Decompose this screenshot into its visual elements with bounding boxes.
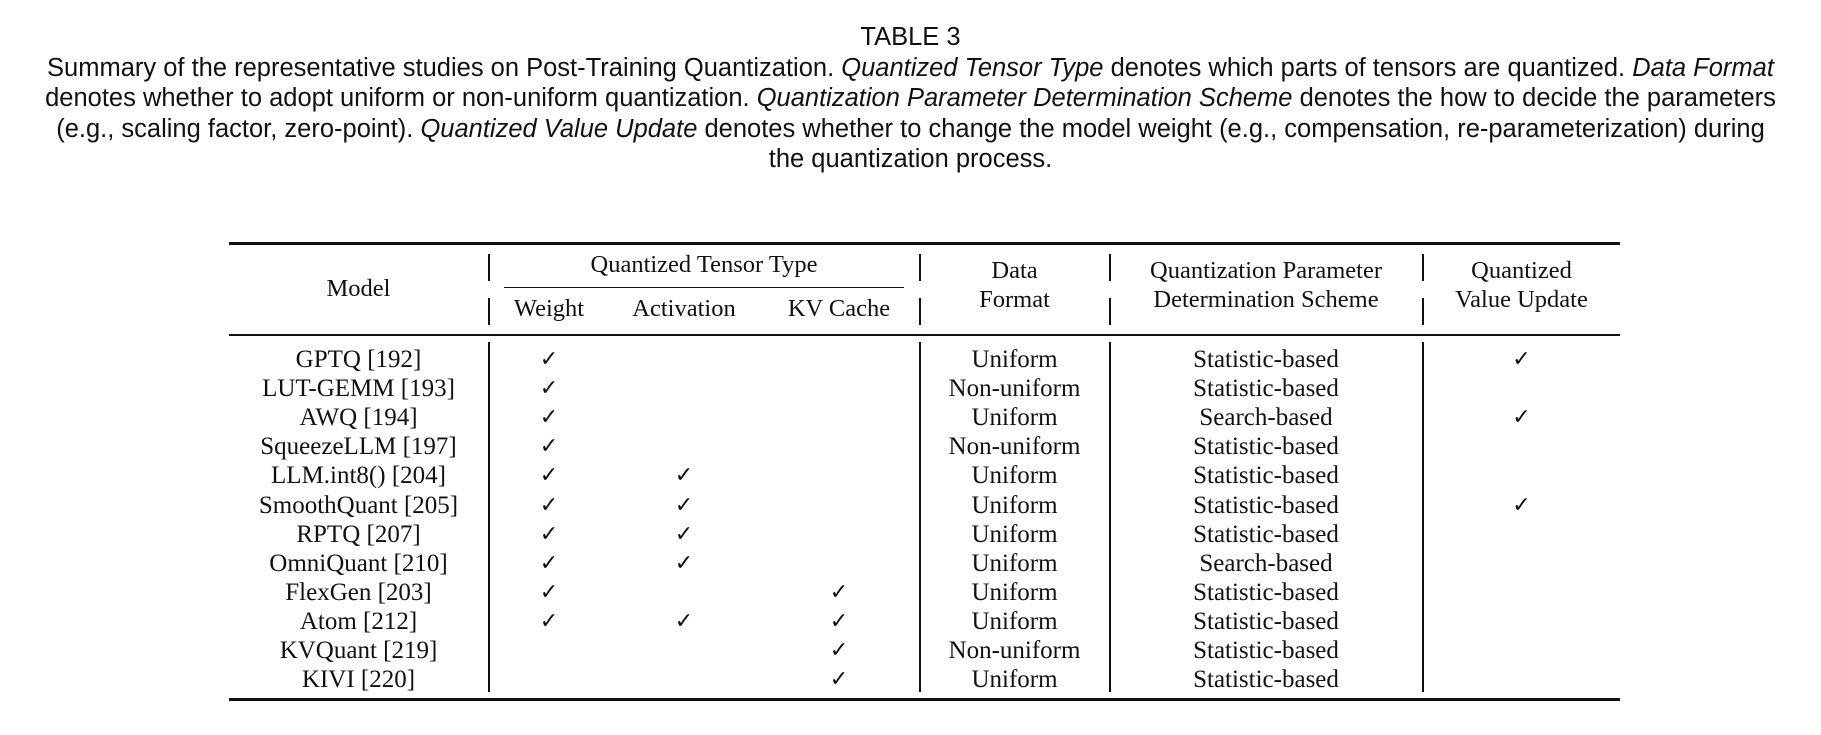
column-divider — [919, 342, 921, 692]
value-update-check-icon: ✓ — [1512, 405, 1531, 431]
data-format-cell: Uniform — [971, 346, 1058, 373]
kv-cache-check-icon: ✓ — [829, 638, 849, 663]
data-format-cell: Uniform — [971, 491, 1058, 519]
data-format-cell: Uniform — [971, 520, 1058, 548]
table-row: AWQ [194] ✓ Uniform Search-based ✓ — [229, 403, 1620, 432]
model-cell: LLM.int8() [204] — [271, 462, 446, 490]
activation-check-icon: ✓ — [674, 550, 694, 576]
model-cell: AWQ [194] — [299, 404, 418, 432]
header-tensor-type: Quantized Tensor Type — [590, 251, 818, 278]
header-divider — [919, 254, 921, 281]
header-divider — [488, 298, 490, 325]
weight-check-icon: ✓ — [539, 608, 559, 634]
header-divider — [1422, 254, 1424, 281]
table-row: LUT-GEMM [193] ✓ Non-uniform Statistic-base… — [229, 374, 1620, 403]
header-divider — [488, 254, 490, 281]
weight-check-icon: ✓ — [539, 521, 559, 547]
scheme-cell: Statistic-based — [1193, 491, 1339, 519]
scheme-cell: Statistic-based — [1193, 520, 1339, 548]
model-cell: GPTQ [192] — [295, 346, 422, 373]
scheme-cell: Statistic-based — [1193, 607, 1339, 635]
header-qpds: Quantization Parameter Determination Sch… — [1150, 257, 1382, 313]
activation-check-icon: ✓ — [674, 492, 694, 518]
value-update-check-icon: ✓ — [1512, 347, 1531, 372]
header-divider — [1109, 298, 1111, 325]
quantization-table: Model Quantized Tensor Type Weight Activ… — [229, 242, 1620, 702]
table-caption: TABLE 3 Summary of the representative st… — [40, 22, 1781, 175]
data-format-cell: Non-uniform — [948, 375, 1081, 403]
kv-cache-check-icon: ✓ — [829, 667, 849, 693]
table-row: KVQuant [219] ✓ Non-uniform Statistic-based — [229, 636, 1620, 665]
scheme-cell: Statistic-based — [1193, 578, 1339, 606]
table-label: TABLE 3 — [860, 23, 961, 51]
model-cell: KVQuant [219] — [279, 637, 438, 664]
scheme-cell: Statistic-based — [1193, 637, 1339, 664]
table-row: SmoothQuant [205] ✓ ✓ Uniform Statistic-base… — [229, 491, 1620, 520]
data-format-cell: Uniform — [971, 404, 1058, 432]
data-format-cell: Non-uniform — [948, 637, 1081, 664]
weight-check-icon: ✓ — [539, 550, 559, 576]
weight-check-icon: ✓ — [539, 463, 559, 489]
model-cell: Atom [212] — [299, 607, 418, 635]
column-divider — [1109, 342, 1111, 692]
weight-check-icon: ✓ — [539, 347, 559, 372]
data-format-cell: Uniform — [971, 666, 1058, 694]
header-activation: Activation — [632, 295, 736, 322]
model-cell: LUT-GEMM [193] — [262, 375, 455, 403]
column-divider — [1422, 342, 1424, 692]
data-format-cell: Non-uniform — [948, 433, 1081, 461]
scheme-cell: Statistic-based — [1193, 462, 1339, 490]
weight-check-icon: ✓ — [539, 492, 559, 518]
header-model: Model — [326, 275, 391, 302]
header-kv-cache: KV Cache — [787, 295, 891, 322]
scheme-cell: Statistic-based — [1193, 346, 1339, 373]
table-row: OmniQuant [210] ✓ ✓ Uniform Search-based — [229, 549, 1620, 578]
caption-text: Summary of the representative studies on… — [45, 53, 1776, 174]
activation-check-icon: ✓ — [674, 608, 694, 634]
model-cell: OmniQuant [210] — [269, 549, 448, 577]
table-row: RPTQ [207] ✓ ✓ Uniform Statistic-based — [229, 520, 1620, 549]
weight-check-icon: ✓ — [539, 579, 559, 605]
model-cell: RPTQ [207] — [296, 520, 421, 548]
table-row: FlexGen [203] ✓ ✓ Uniform Statistic-based — [229, 578, 1620, 607]
table-row: KIVI [220] ✓ Uniform Statistic-based — [229, 665, 1620, 694]
scheme-cell: Statistic-based — [1193, 666, 1339, 694]
data-format-cell: Uniform — [971, 549, 1058, 577]
weight-check-icon: ✓ — [539, 434, 559, 460]
scheme-cell: Statistic-based — [1193, 375, 1339, 403]
model-cell: SqueezeLLM [197] — [260, 433, 457, 461]
weight-check-icon: ✓ — [539, 405, 559, 431]
header-bottom-rule — [229, 334, 1620, 336]
model-cell: FlexGen [203] — [285, 578, 432, 606]
column-divider — [488, 342, 490, 692]
weight-check-icon: ✓ — [539, 376, 559, 402]
header-divider — [919, 298, 921, 325]
value-update-check-icon: ✓ — [1512, 492, 1531, 518]
table-row: Atom [212] ✓ ✓ ✓ Uniform Statistic-based — [229, 607, 1620, 636]
model-cell: SmoothQuant [205] — [258, 491, 459, 519]
table-row: SqueezeLLM [197] ✓ Non-uniform Statistic-ba… — [229, 432, 1620, 461]
tensor-group-rule — [504, 287, 904, 289]
data-format-cell: Uniform — [971, 462, 1058, 490]
data-format-cell: Uniform — [971, 578, 1058, 606]
data-format-cell: Uniform — [971, 607, 1058, 635]
kv-cache-check-icon: ✓ — [829, 608, 849, 634]
top-rule — [229, 242, 1620, 245]
model-cell: KIVI [220] — [301, 666, 416, 694]
header-divider — [1422, 298, 1424, 325]
table-row: GPTQ [192] ✓ Uniform Statistic-based ✓ — [229, 345, 1620, 374]
activation-check-icon: ✓ — [674, 463, 694, 489]
header-weight: Weight — [513, 295, 585, 322]
header-data-format: Data Format — [979, 257, 1050, 313]
header-value-update: Quantized Value Update — [1455, 257, 1588, 313]
activation-check-icon: ✓ — [674, 521, 694, 547]
scheme-cell: Search-based — [1199, 549, 1333, 577]
kv-cache-check-icon: ✓ — [829, 579, 849, 605]
header-divider — [1109, 254, 1111, 281]
scheme-cell: Statistic-based — [1193, 433, 1339, 461]
scheme-cell: Search-based — [1199, 404, 1333, 432]
bottom-rule — [229, 698, 1620, 701]
table-row: LLM.int8() [204] ✓ ✓ Uniform Statistic-based — [229, 461, 1620, 490]
